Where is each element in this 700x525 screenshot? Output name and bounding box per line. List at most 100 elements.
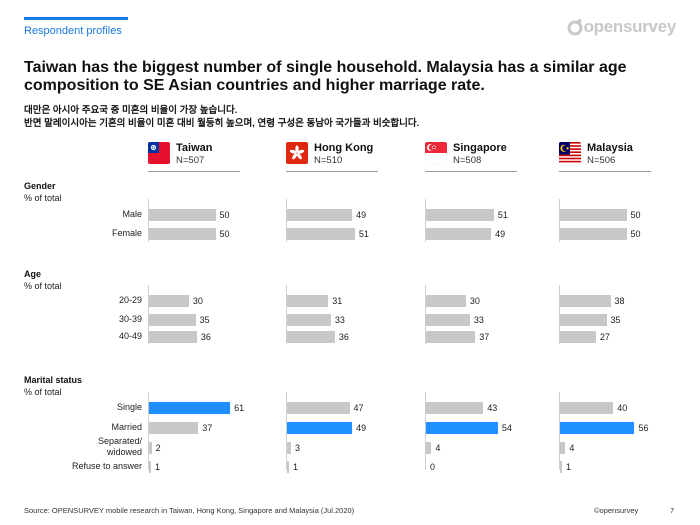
bar-taiwan bbox=[149, 461, 151, 473]
bar-taiwan bbox=[149, 422, 199, 434]
data-label: 50 bbox=[219, 210, 230, 220]
section-accent-line bbox=[24, 17, 128, 20]
page-title: Taiwan has the biggest number of single … bbox=[24, 59, 627, 94]
bar-hong-kong bbox=[287, 461, 289, 473]
bar-malaysia bbox=[560, 295, 611, 307]
bar-malaysia bbox=[560, 314, 607, 326]
data-label: 30 bbox=[469, 296, 480, 306]
subtitle-line-2: 반면 말레이시아는 기혼의 비율이 미혼 대비 월등히 높으며, 연령 구성은 … bbox=[24, 118, 420, 129]
section-title-gender: Gender bbox=[24, 181, 56, 191]
data-label: 54 bbox=[501, 423, 512, 433]
bar-taiwan bbox=[149, 314, 196, 326]
data-label: 37 bbox=[479, 332, 490, 342]
category-label: Refuse to answer bbox=[71, 461, 142, 471]
category-label: 40-49 bbox=[118, 331, 142, 341]
data-label: 49 bbox=[495, 229, 506, 239]
data-label: 43 bbox=[487, 403, 498, 413]
country-name: Malaysia bbox=[587, 142, 633, 154]
axis-line bbox=[286, 392, 287, 470]
bar-singapore bbox=[426, 314, 470, 326]
data-label: 38 bbox=[614, 296, 625, 306]
bar-taiwan bbox=[149, 228, 216, 240]
country-name: Hong Kong bbox=[314, 142, 374, 154]
axis-line bbox=[148, 199, 149, 242]
bar-hong-kong bbox=[287, 209, 353, 221]
category-label: 30-39 bbox=[118, 314, 142, 324]
bar-singapore bbox=[426, 402, 484, 414]
section-subtitle-marital-status: % of total bbox=[24, 387, 62, 397]
section-subtitle-age: % of total bbox=[24, 281, 62, 291]
bar-taiwan bbox=[149, 331, 197, 343]
axis-line bbox=[148, 392, 149, 470]
sample-size: N=510 bbox=[314, 155, 343, 166]
copyright: ©opensurvey bbox=[594, 506, 639, 515]
bar-singapore bbox=[426, 442, 432, 454]
sample-size: N=508 bbox=[453, 155, 482, 166]
country-divider bbox=[286, 171, 378, 172]
axis-line bbox=[559, 392, 560, 470]
bar-malaysia bbox=[560, 461, 562, 473]
malaysia-flag-icon bbox=[559, 142, 581, 164]
data-label: 51 bbox=[358, 229, 369, 239]
sample-size: N=507 bbox=[176, 155, 205, 166]
bar-singapore bbox=[426, 209, 494, 221]
data-label: 4 bbox=[435, 443, 441, 453]
country-divider bbox=[425, 171, 517, 172]
section-title-age: Age bbox=[24, 269, 42, 279]
category-label: Male bbox=[122, 209, 142, 219]
bar-malaysia bbox=[560, 442, 566, 454]
data-label: 27 bbox=[599, 332, 610, 342]
bar-taiwan bbox=[149, 402, 231, 414]
bar-singapore bbox=[426, 331, 476, 343]
bar-malaysia bbox=[560, 331, 596, 343]
data-label: 31 bbox=[332, 296, 343, 306]
bar-hong-kong bbox=[287, 402, 350, 414]
data-label: 35 bbox=[199, 315, 210, 325]
data-label: 51 bbox=[497, 210, 508, 220]
taiwan-flag-icon bbox=[148, 142, 170, 164]
data-label: 1 bbox=[566, 462, 572, 472]
bar-taiwan bbox=[149, 209, 216, 221]
section-title-marital-status: Marital status bbox=[24, 375, 83, 385]
axis-line bbox=[425, 199, 426, 242]
data-label: 40 bbox=[617, 403, 628, 413]
country-divider bbox=[148, 171, 240, 172]
logo-text: opensurvey bbox=[583, 17, 677, 36]
category-label: Separated/widowed bbox=[97, 436, 142, 457]
axis-line bbox=[286, 285, 287, 344]
data-label: 1 bbox=[293, 462, 299, 472]
data-label: 47 bbox=[353, 403, 364, 413]
singapore-flag-icon bbox=[425, 142, 447, 164]
axis-line bbox=[559, 285, 560, 344]
axis-line bbox=[559, 199, 560, 242]
bar-malaysia bbox=[560, 402, 614, 414]
bar-singapore bbox=[426, 228, 492, 240]
country-header-singapore: Singapore N=508 bbox=[425, 142, 507, 167]
country-divider bbox=[559, 171, 651, 172]
category-label: Female bbox=[111, 228, 142, 238]
country-header-hong-kong: Hong Kong N=510 bbox=[286, 142, 373, 167]
bar-hong-kong bbox=[287, 295, 329, 307]
bar-malaysia bbox=[560, 422, 635, 434]
data-label: 36 bbox=[200, 332, 211, 342]
data-label: 2 bbox=[155, 443, 161, 453]
axis-line bbox=[425, 285, 426, 344]
bar-hong-kong bbox=[287, 228, 355, 240]
country-name: Singapore bbox=[453, 142, 507, 154]
data-label: 50 bbox=[630, 210, 641, 220]
data-label: 49 bbox=[356, 423, 367, 433]
country-header-taiwan: Taiwan N=507 bbox=[148, 142, 212, 167]
axis-line bbox=[148, 285, 149, 344]
section-tag: Respondent profiles bbox=[24, 25, 122, 37]
category-label: Single bbox=[116, 402, 142, 412]
bar-singapore bbox=[426, 422, 498, 434]
section-subtitle-gender: % of total bbox=[24, 193, 62, 203]
logo-mark-icon bbox=[567, 19, 583, 36]
data-label: 3 bbox=[294, 443, 300, 453]
axis-line bbox=[425, 392, 426, 470]
opensurvey-logo: opensurvey bbox=[567, 17, 676, 37]
data-label: 4 bbox=[569, 443, 575, 453]
data-label: 37 bbox=[202, 423, 213, 433]
data-label: 50 bbox=[630, 229, 641, 239]
data-label: 61 bbox=[234, 403, 245, 413]
